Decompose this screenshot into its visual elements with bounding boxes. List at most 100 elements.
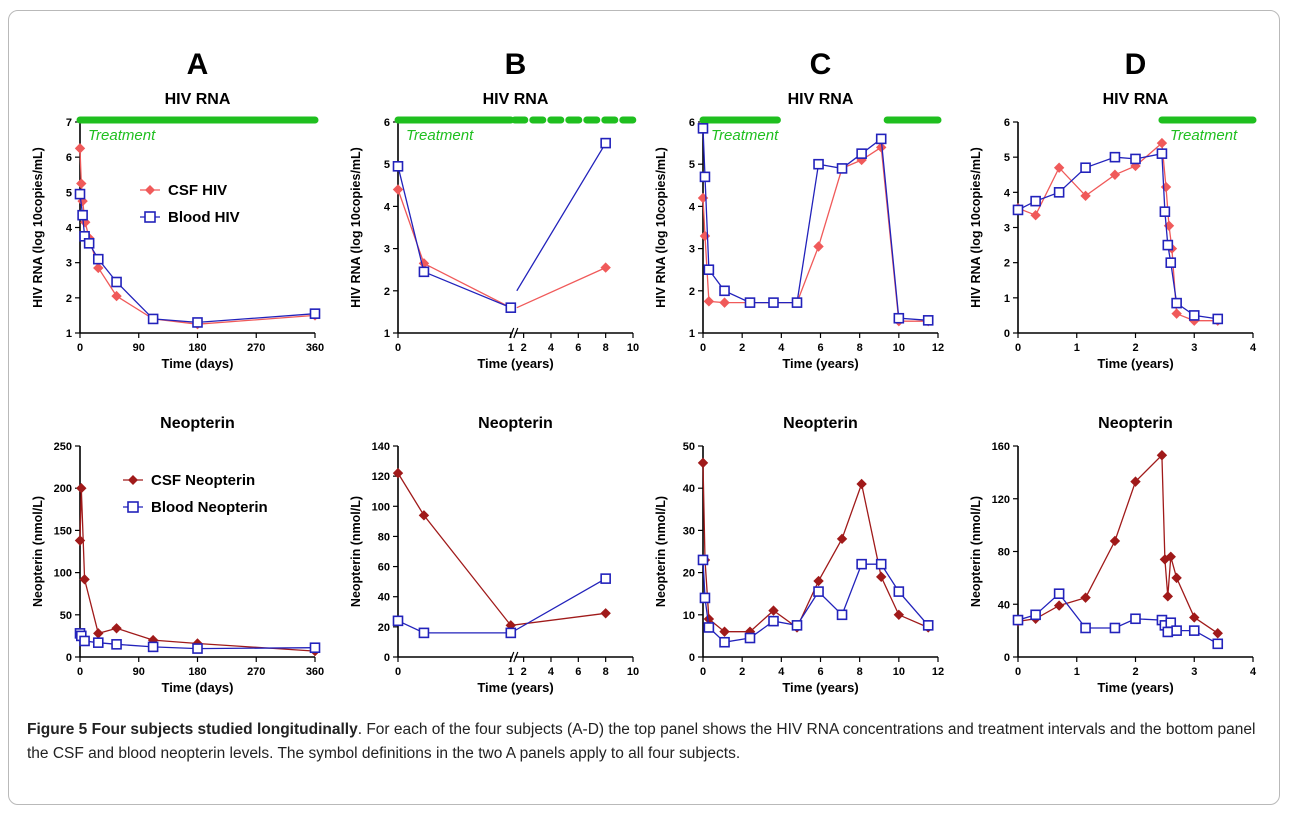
series-line-1 (397, 142, 607, 309)
data-point (813, 575, 824, 587)
data-point (1165, 257, 1177, 268)
column-label-C: C (810, 48, 832, 81)
y-tick-label: 40 (683, 483, 695, 495)
x-tick-label: 2 (521, 342, 527, 354)
y-tick-label: 0 (1004, 328, 1010, 340)
caption-text: . For each of the four subjects (A-D) th… (27, 721, 1256, 762)
data-point (1171, 625, 1182, 636)
y-tick-label: 1 (689, 328, 695, 340)
data-point (1053, 600, 1065, 611)
x-tick-label: 10 (627, 666, 639, 678)
data-point (703, 264, 715, 276)
panel-title: Neopterin (160, 415, 235, 432)
x-tick-label: 4 (778, 666, 785, 678)
data-point (813, 586, 824, 597)
y-tick-label: 6 (689, 117, 695, 129)
data-point (93, 628, 104, 639)
treatment-label: Treatment (406, 127, 474, 144)
treatment-label: Treatment (88, 127, 156, 144)
data-point (309, 642, 321, 654)
y-tick-label: 3 (689, 244, 695, 256)
data-point (392, 184, 404, 195)
panel-title: Neopterin (1098, 415, 1173, 432)
legend-label: CSF Neopterin (151, 472, 255, 489)
panel-D-neo: Neopterin 0 40 80 120 160 0 1 2 3 4 Time (years) Neo… (969, 415, 1257, 695)
series-line-0 (702, 146, 929, 322)
series-line-0 (79, 488, 316, 652)
data-point (147, 641, 159, 653)
x-axis-label: Time (years) (1097, 356, 1173, 371)
data-point (77, 209, 88, 221)
legend-label: Blood Neopterin (151, 499, 268, 516)
y-tick-label: 100 (54, 568, 72, 580)
data-point (111, 639, 122, 650)
y-tick-label: 20 (683, 568, 695, 580)
x-tick-label: 0 (700, 342, 706, 354)
y-tick-label: 7 (66, 117, 72, 129)
y-tick-label: 1 (66, 328, 72, 340)
x-tick-label: 4 (548, 342, 555, 354)
data-point (1030, 209, 1041, 221)
data-point (719, 636, 730, 648)
data-point (719, 297, 730, 308)
data-point (856, 558, 867, 570)
x-axis-label: Time (years) (782, 356, 858, 371)
data-point (1156, 148, 1168, 159)
x-axis-label: Time (days) (161, 356, 233, 371)
data-point (768, 297, 779, 308)
data-point (74, 188, 86, 200)
y-tick-label: 5 (1004, 152, 1010, 164)
x-tick-label: 90 (133, 342, 145, 354)
treatment-label: Treatment (1170, 127, 1238, 144)
data-point (1188, 310, 1200, 321)
data-point (1080, 190, 1091, 202)
data-point (1162, 239, 1174, 251)
x-tick-label: 0 (1015, 342, 1021, 354)
data-point (697, 554, 709, 566)
data-point (392, 161, 404, 172)
treatment-label: Treatment (711, 127, 779, 144)
data-point (1012, 204, 1024, 216)
x-tick-label: 360 (306, 666, 324, 678)
y-tick-label: 0 (1004, 652, 1010, 664)
data-point (93, 262, 104, 274)
data-point (1080, 622, 1091, 634)
y-axis-label: HIV RNA (log 10copies/mL) (349, 147, 363, 308)
series-line-1 (397, 578, 607, 634)
y-axis-label: Neopterin (nmol/L) (654, 496, 668, 607)
legend-label: CSF HIV (168, 182, 227, 199)
data-point (744, 632, 756, 644)
data-point (703, 296, 715, 307)
x-tick-label: 0 (395, 342, 401, 354)
y-tick-label: 120 (372, 471, 390, 483)
x-tick-label: 1 (1074, 342, 1080, 354)
data-point (92, 253, 104, 265)
data-point (1171, 308, 1182, 319)
data-point (1053, 162, 1065, 173)
data-point (703, 622, 715, 633)
data-point (600, 262, 611, 273)
data-point (1212, 313, 1224, 325)
x-tick-label: 12 (932, 666, 944, 678)
x-tick-label: 1 (508, 666, 514, 678)
data-point (768, 615, 779, 627)
x-tick-label: 0 (395, 666, 401, 678)
x-tick-label: 2 (521, 666, 527, 678)
x-tick-label: 2 (739, 342, 745, 354)
x-tick-label: 6 (817, 666, 823, 678)
series-line-0 (1017, 453, 1219, 634)
x-tick-label: 180 (188, 666, 206, 678)
panel-A-neo: Neopterin 0 50 100 150 200 250 0 90 180 270 360 Time… (31, 415, 324, 695)
data-point (697, 457, 709, 469)
data-point (876, 571, 887, 583)
data-point (875, 133, 887, 145)
x-tick-label: 8 (603, 666, 609, 678)
data-point (1030, 195, 1041, 207)
x-tick-label: 10 (893, 666, 905, 678)
x-axis-label: Time (days) (161, 680, 233, 695)
y-tick-label: 80 (998, 547, 1010, 559)
panel-title: Neopterin (783, 415, 858, 432)
y-tick-label: 3 (66, 258, 72, 270)
data-point (893, 586, 905, 597)
data-point (505, 302, 517, 313)
